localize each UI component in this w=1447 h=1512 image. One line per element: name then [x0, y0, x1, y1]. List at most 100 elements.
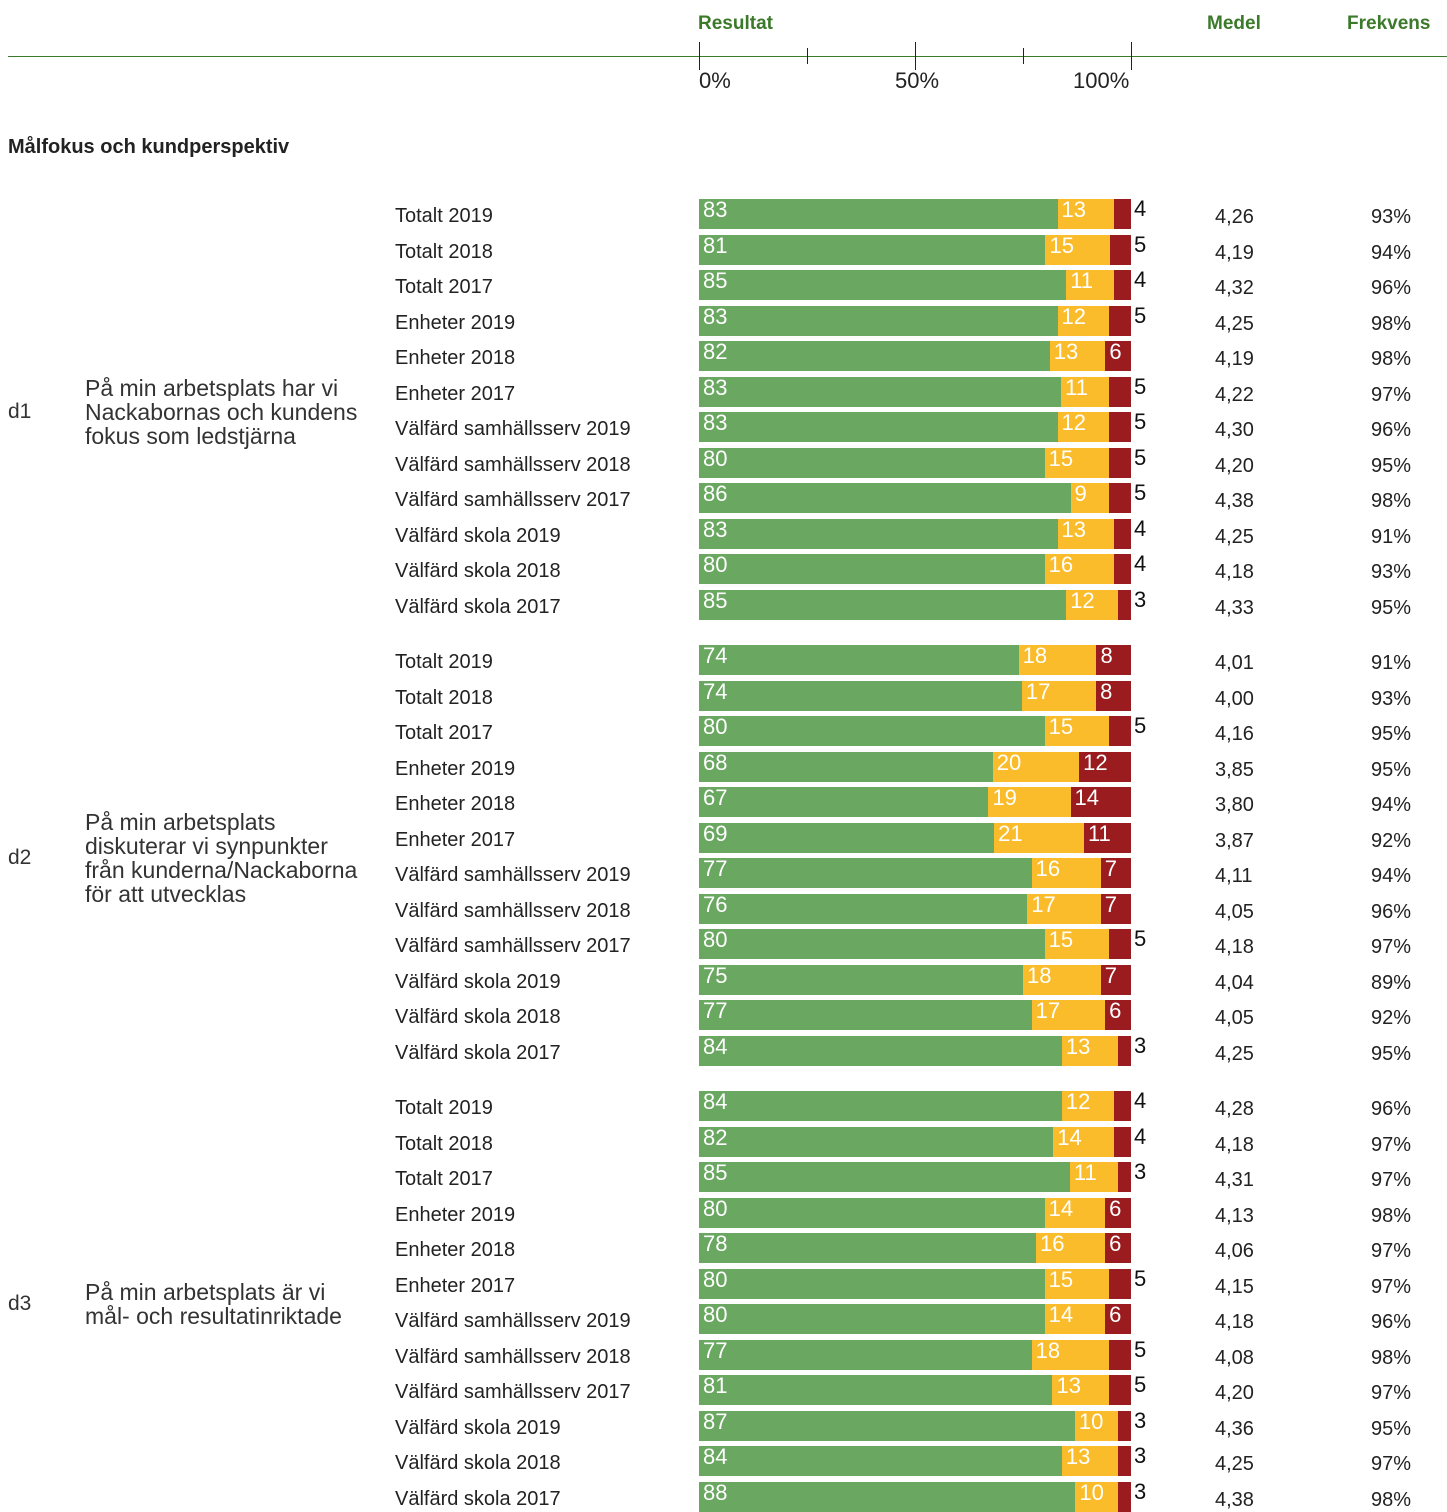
data-label: 84 [703, 1444, 728, 1469]
row-label: Totalt 2018 [395, 240, 493, 263]
frekvens-value: 95% [1370, 1417, 1411, 1440]
bar-segment-negative [1117, 1162, 1131, 1192]
bar-segment-neutral: 13 [1061, 1444, 1119, 1476]
medel-value: 4,06 [1215, 1240, 1254, 1262]
bar-segment-positive: 78 [699, 1231, 1036, 1263]
bar-segment-neutral: 15 [1044, 714, 1110, 746]
bar-segment-neutral: 16 [1044, 552, 1114, 584]
bar-segment-positive: 80 [699, 1195, 1045, 1228]
bar-segment-positive: 81 [699, 1373, 1053, 1405]
data-label: 4 [1134, 515, 1147, 541]
question-text: På min arbetsplats har vi Nackabornas oc… [85, 375, 358, 449]
bar-segment-negative: 6 [1105, 1231, 1131, 1263]
bar-segment-positive: 83 [699, 410, 1058, 442]
frekvens-value: 98% [1370, 348, 1411, 370]
medel-value: 4,15 [1215, 1275, 1254, 1298]
data-label: 80 [703, 552, 728, 577]
data-label: 3 [1134, 1443, 1147, 1468]
bar-segment-negative [1113, 1091, 1131, 1121]
axis-tick-100 [1131, 42, 1132, 70]
bar-row: 77 17 6 [699, 998, 1131, 1030]
data-label: 5 [1134, 1336, 1147, 1362]
row-label: Välfärd samhällsserv 2018 [395, 899, 631, 922]
bar-row: 75 18 7 [699, 963, 1131, 995]
bar-segment-negative: 6 [1105, 1196, 1131, 1228]
data-label: 82 [703, 1124, 728, 1150]
data-label: 68 [703, 749, 728, 775]
data-label: 80 [703, 927, 728, 952]
bar-segment-neutral: 13 [1061, 1034, 1119, 1066]
data-label: 10 [1079, 1479, 1104, 1505]
bar-row: 80 15 [699, 1266, 1131, 1299]
bar-segment-positive: 88 [699, 1480, 1076, 1512]
bar-segment-positive: 85 [699, 268, 1067, 300]
data-label: 14 [1048, 1302, 1074, 1327]
bar-segment-negative [1109, 716, 1131, 746]
data-label: 16 [1039, 1231, 1065, 1256]
data-label: 80 [703, 714, 728, 739]
frekvens-value: 95% [1370, 758, 1411, 781]
bar-row: 81 13 [699, 1373, 1131, 1405]
frekvens-value: 96% [1370, 900, 1411, 923]
bar-row: 82 13 6 [699, 339, 1131, 371]
tick-label-100: 100% [1073, 68, 1130, 93]
bar-segment-positive: 80 [699, 714, 1045, 746]
bar-row: 87 10 [699, 1409, 1131, 1441]
data-label: 20 [996, 749, 1022, 775]
bar-row: 83 12 [699, 303, 1131, 336]
data-label: 6 [1109, 1231, 1122, 1256]
frekvens-value: 97% [1370, 383, 1411, 406]
bar-segment-positive: 85 [699, 1160, 1070, 1192]
data-label: 80 [703, 1195, 728, 1221]
bar-segment-negative: 6 [1105, 998, 1131, 1030]
bar-segment-positive: 83 [699, 303, 1058, 336]
bar-segment-neutral: 13 [1057, 517, 1114, 549]
data-label: 12 [1065, 1089, 1091, 1114]
data-label: 17 [1025, 678, 1051, 704]
bar-segment-negative: 14 [1070, 785, 1131, 817]
row-label: Välfärd skola 2019 [395, 970, 561, 993]
medel-value: 3,85 [1215, 758, 1254, 781]
data-label: 83 [703, 303, 728, 329]
bar-segment-neutral: 10 [1074, 1409, 1119, 1441]
frekvens-value: 98% [1370, 312, 1411, 335]
medel-value: 3,80 [1215, 794, 1254, 816]
data-label: 5 [1134, 373, 1147, 399]
medel-value: 4,05 [1215, 900, 1254, 923]
medel-value: 4,18 [1215, 1133, 1254, 1156]
frekvens-value: 98% [1370, 1346, 1411, 1369]
bar-segment-positive: 84 [699, 1444, 1062, 1476]
data-label: 18 [1022, 643, 1048, 668]
frekvens-value: 94% [1370, 241, 1411, 264]
bar-segment-positive: 80 [699, 1302, 1045, 1334]
data-label: 86 [703, 481, 728, 506]
row-label: Totalt 2019 [395, 1097, 493, 1119]
bar-segment-neutral: 15 [1044, 927, 1110, 959]
frekvens-value: 97% [1370, 1169, 1411, 1191]
bar-row: 83 12 [699, 410, 1131, 442]
medel-value: 4,00 [1215, 687, 1254, 710]
header-resultat: Resultat [698, 13, 773, 34]
row-label: Välfärd skola 2019 [395, 1416, 561, 1439]
bar-segment-neutral: 12 [1066, 588, 1119, 620]
bar-segment-positive: 69 [699, 821, 995, 853]
row-label: Välfärd samhällsserv 2019 [395, 864, 631, 886]
row-label: Totalt 2018 [395, 686, 493, 709]
row-label: Välfärd skola 2019 [395, 524, 561, 547]
row-label: Enheter 2017 [395, 1274, 516, 1297]
data-label: 5 [1134, 409, 1147, 434]
section-title: Målfokus och kundperspektiv [8, 136, 290, 158]
medel-value: 4,25 [1215, 1042, 1254, 1065]
data-label: 5 [1134, 480, 1147, 505]
row-label: Enheter 2019 [395, 1203, 516, 1226]
bar-row: 80 14 6 [699, 1302, 1131, 1334]
data-label: 5 [1134, 444, 1147, 470]
bar-row: 84 12 [699, 1089, 1131, 1121]
data-label: 80 [703, 1266, 728, 1292]
data-label: 3 [1134, 1407, 1147, 1433]
data-label: 67 [703, 785, 728, 810]
bar-segment-negative: 7 [1100, 856, 1131, 888]
row-label: Totalt 2017 [395, 276, 493, 298]
bar-segment-negative [1109, 483, 1131, 513]
bar-segment-negative: 8 [1096, 643, 1131, 675]
